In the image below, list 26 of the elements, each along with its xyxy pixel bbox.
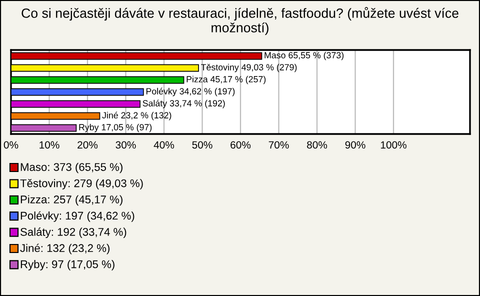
x-tick-label: 10% <box>40 141 60 149</box>
text: Maso: 373 (65,55 %) <box>20 162 122 174</box>
data-label: Těstoviny 49,03 % (279) <box>201 64 297 72</box>
data-label: Polévky 34,62 % (197) <box>146 88 235 96</box>
x-tick-label: 50% <box>192 141 212 149</box>
text: Pizza: 257 (45,17 %) <box>20 195 122 206</box>
data-label: Pizza 45,17 % (257) <box>186 76 266 84</box>
x-tick-label: 80% <box>307 141 328 149</box>
data-label: Saláty 33,74 % (192) <box>142 100 225 108</box>
text: Saláty: 192 (33,74 %) <box>20 228 126 238</box>
x-tick-label: 0% <box>4 141 18 149</box>
data-label: Jiné 23,2 % (132) <box>102 112 172 120</box>
x-tick-label: 70% <box>268 141 289 149</box>
data-label: Ryby 17,05 % (97) <box>79 124 152 132</box>
data-label: Maso 65,55 % (373) <box>264 52 344 60</box>
text: Jiné: 132 (23,2 %) <box>20 244 110 254</box>
x-tick-label: 100% <box>380 141 406 149</box>
x-tick-label: 30% <box>116 141 136 149</box>
chart-title: Co si nejčastěji dáváte v restauraci, jídelně, fastfoodu? (můžete uvést více možností) <box>22 7 458 36</box>
x-tick-label: 40% <box>154 141 174 149</box>
x-tick-label: 60% <box>230 141 251 149</box>
text: Polévky: 197 (34,62 %) <box>20 211 134 222</box>
x-tick-label: 90% <box>345 141 366 149</box>
text: Těstoviny: 279 (49,03 %) <box>20 179 143 190</box>
text: Ryby: 97 (17,05 %) <box>20 260 114 270</box>
x-tick-label: 20% <box>78 141 98 149</box>
